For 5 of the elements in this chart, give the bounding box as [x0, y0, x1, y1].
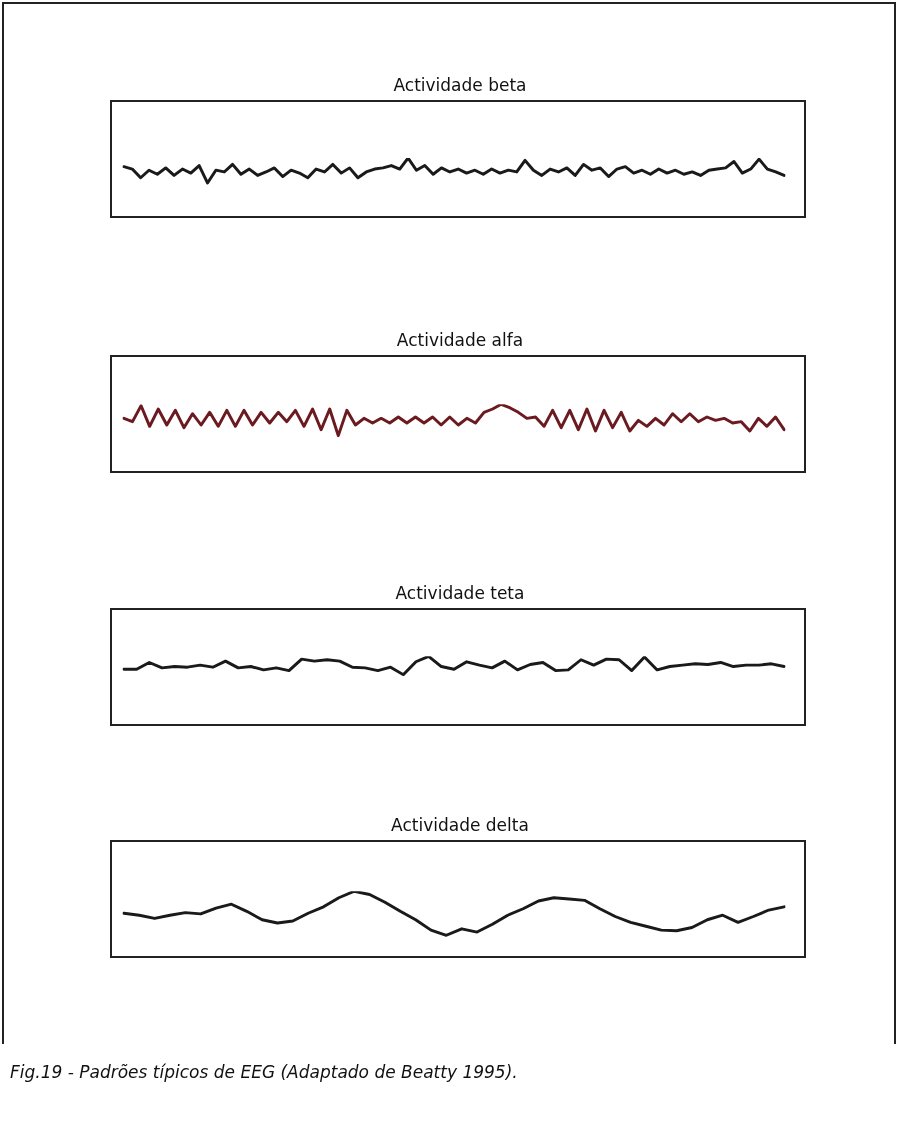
chart-title: Actividade teta — [394, 582, 526, 605]
chart-title: Actividade beta — [392, 74, 528, 97]
chart-title: Actividade delta — [390, 814, 530, 837]
caption: Fig.19 - Padrões típicos de EEG (Adaptado de Beatty 1995). — [10, 1062, 518, 1082]
chart-title: Actividade alfa — [395, 329, 525, 352]
